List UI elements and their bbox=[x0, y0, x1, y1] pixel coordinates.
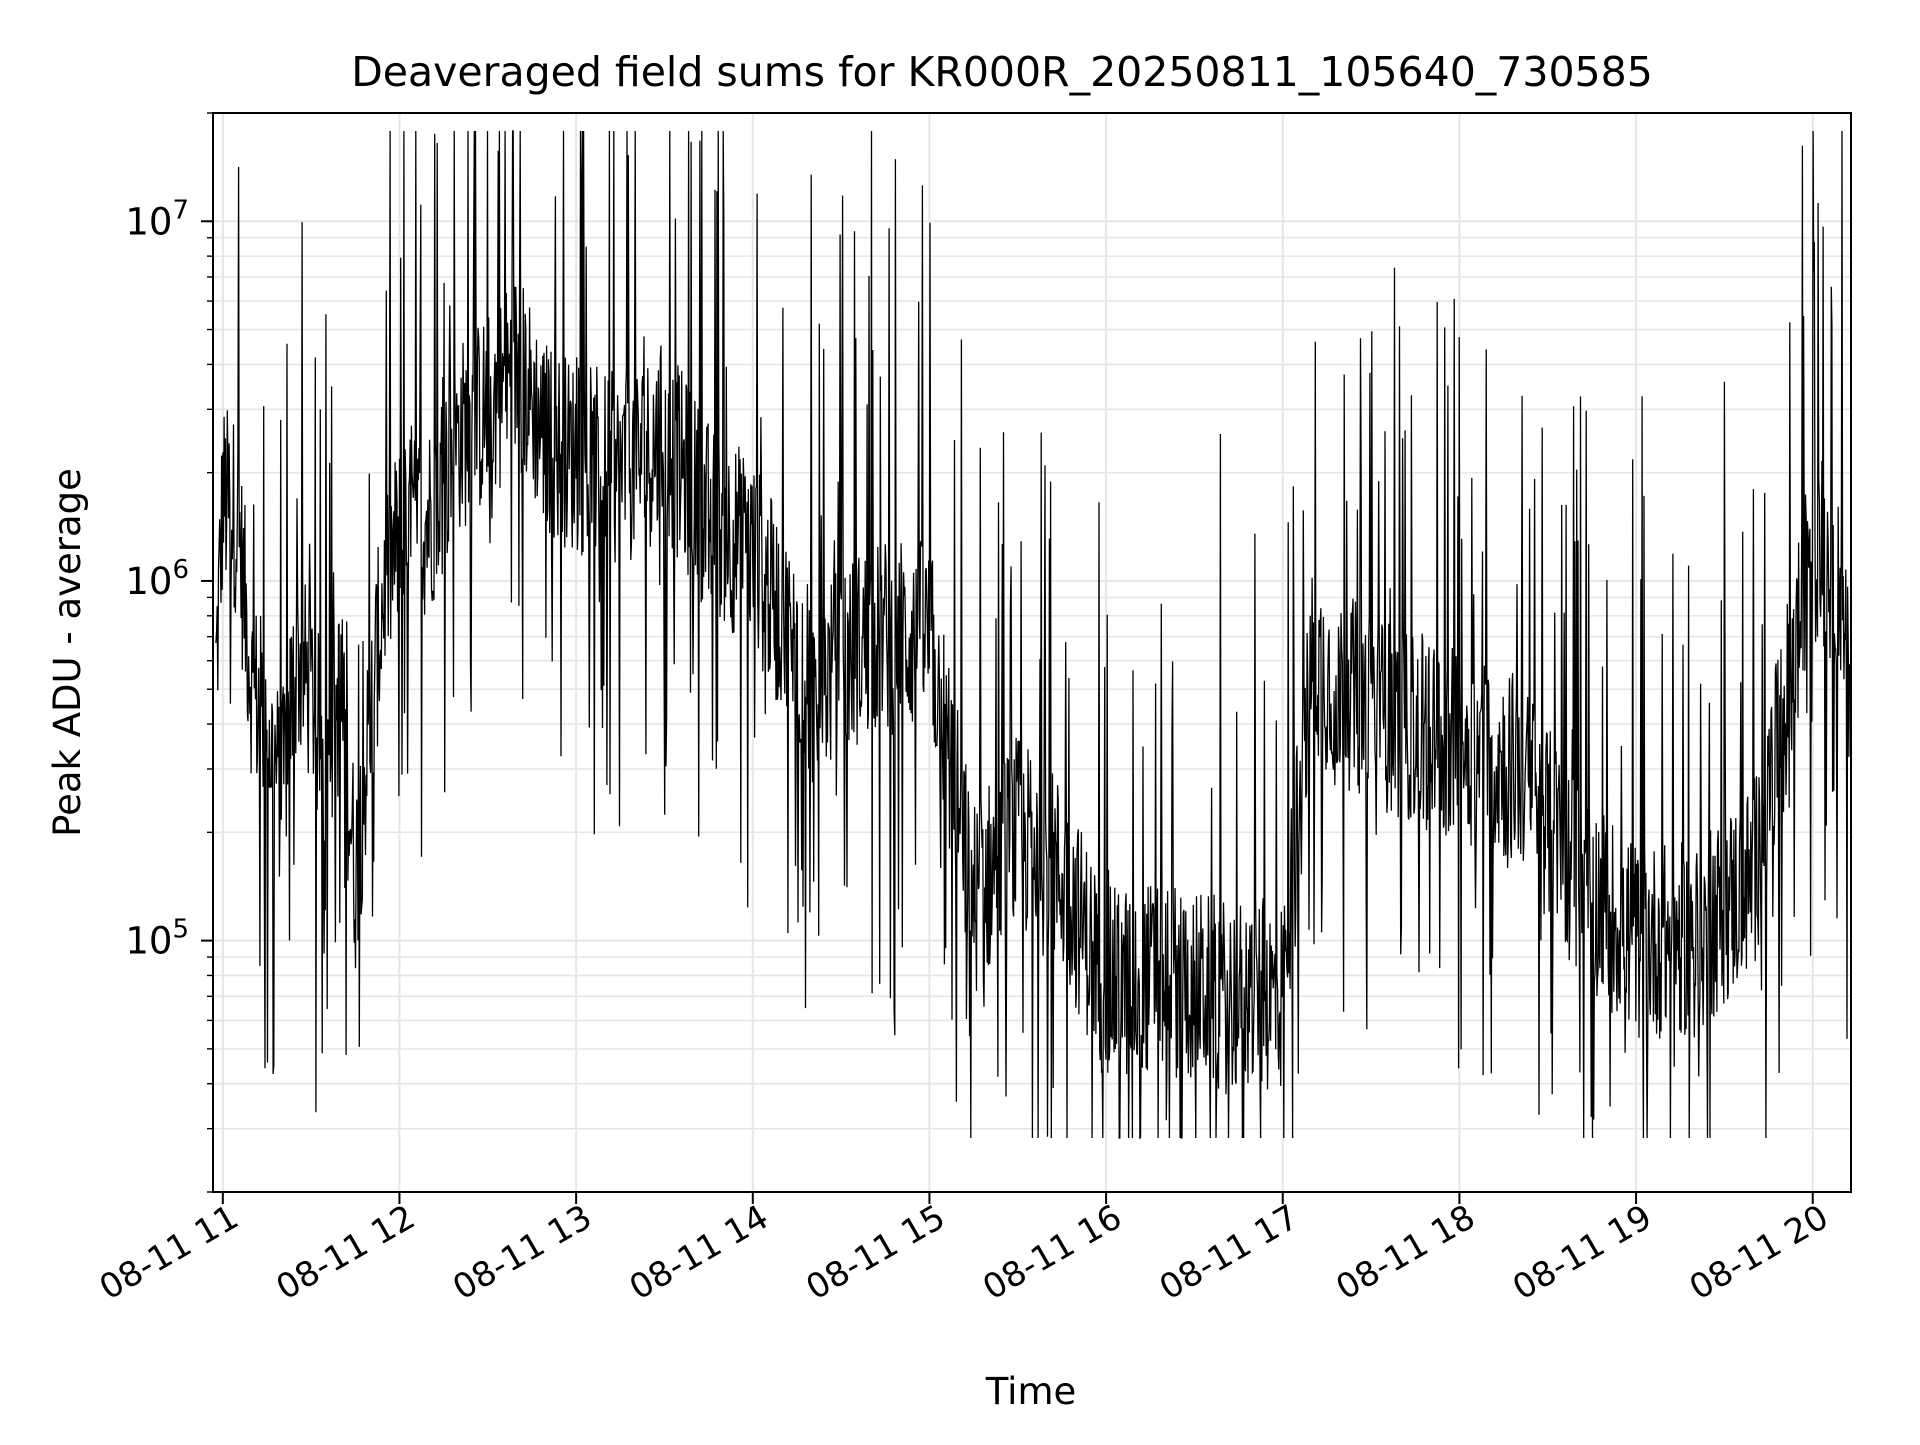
y-tick-label: 107 bbox=[125, 195, 189, 243]
y-axis-label: Peak ADU - average bbox=[46, 468, 89, 837]
chart-title: Deaveraged field sums for KR000R_2025081… bbox=[351, 48, 1653, 96]
series-layer bbox=[215, 130, 1851, 1140]
plot-frame bbox=[212, 112, 1852, 1193]
y-tick-label: 106 bbox=[125, 555, 189, 603]
series-line bbox=[215, 130, 1851, 1140]
y-tick-label: 105 bbox=[125, 915, 189, 963]
x-axis-label: Time bbox=[985, 1370, 1077, 1413]
